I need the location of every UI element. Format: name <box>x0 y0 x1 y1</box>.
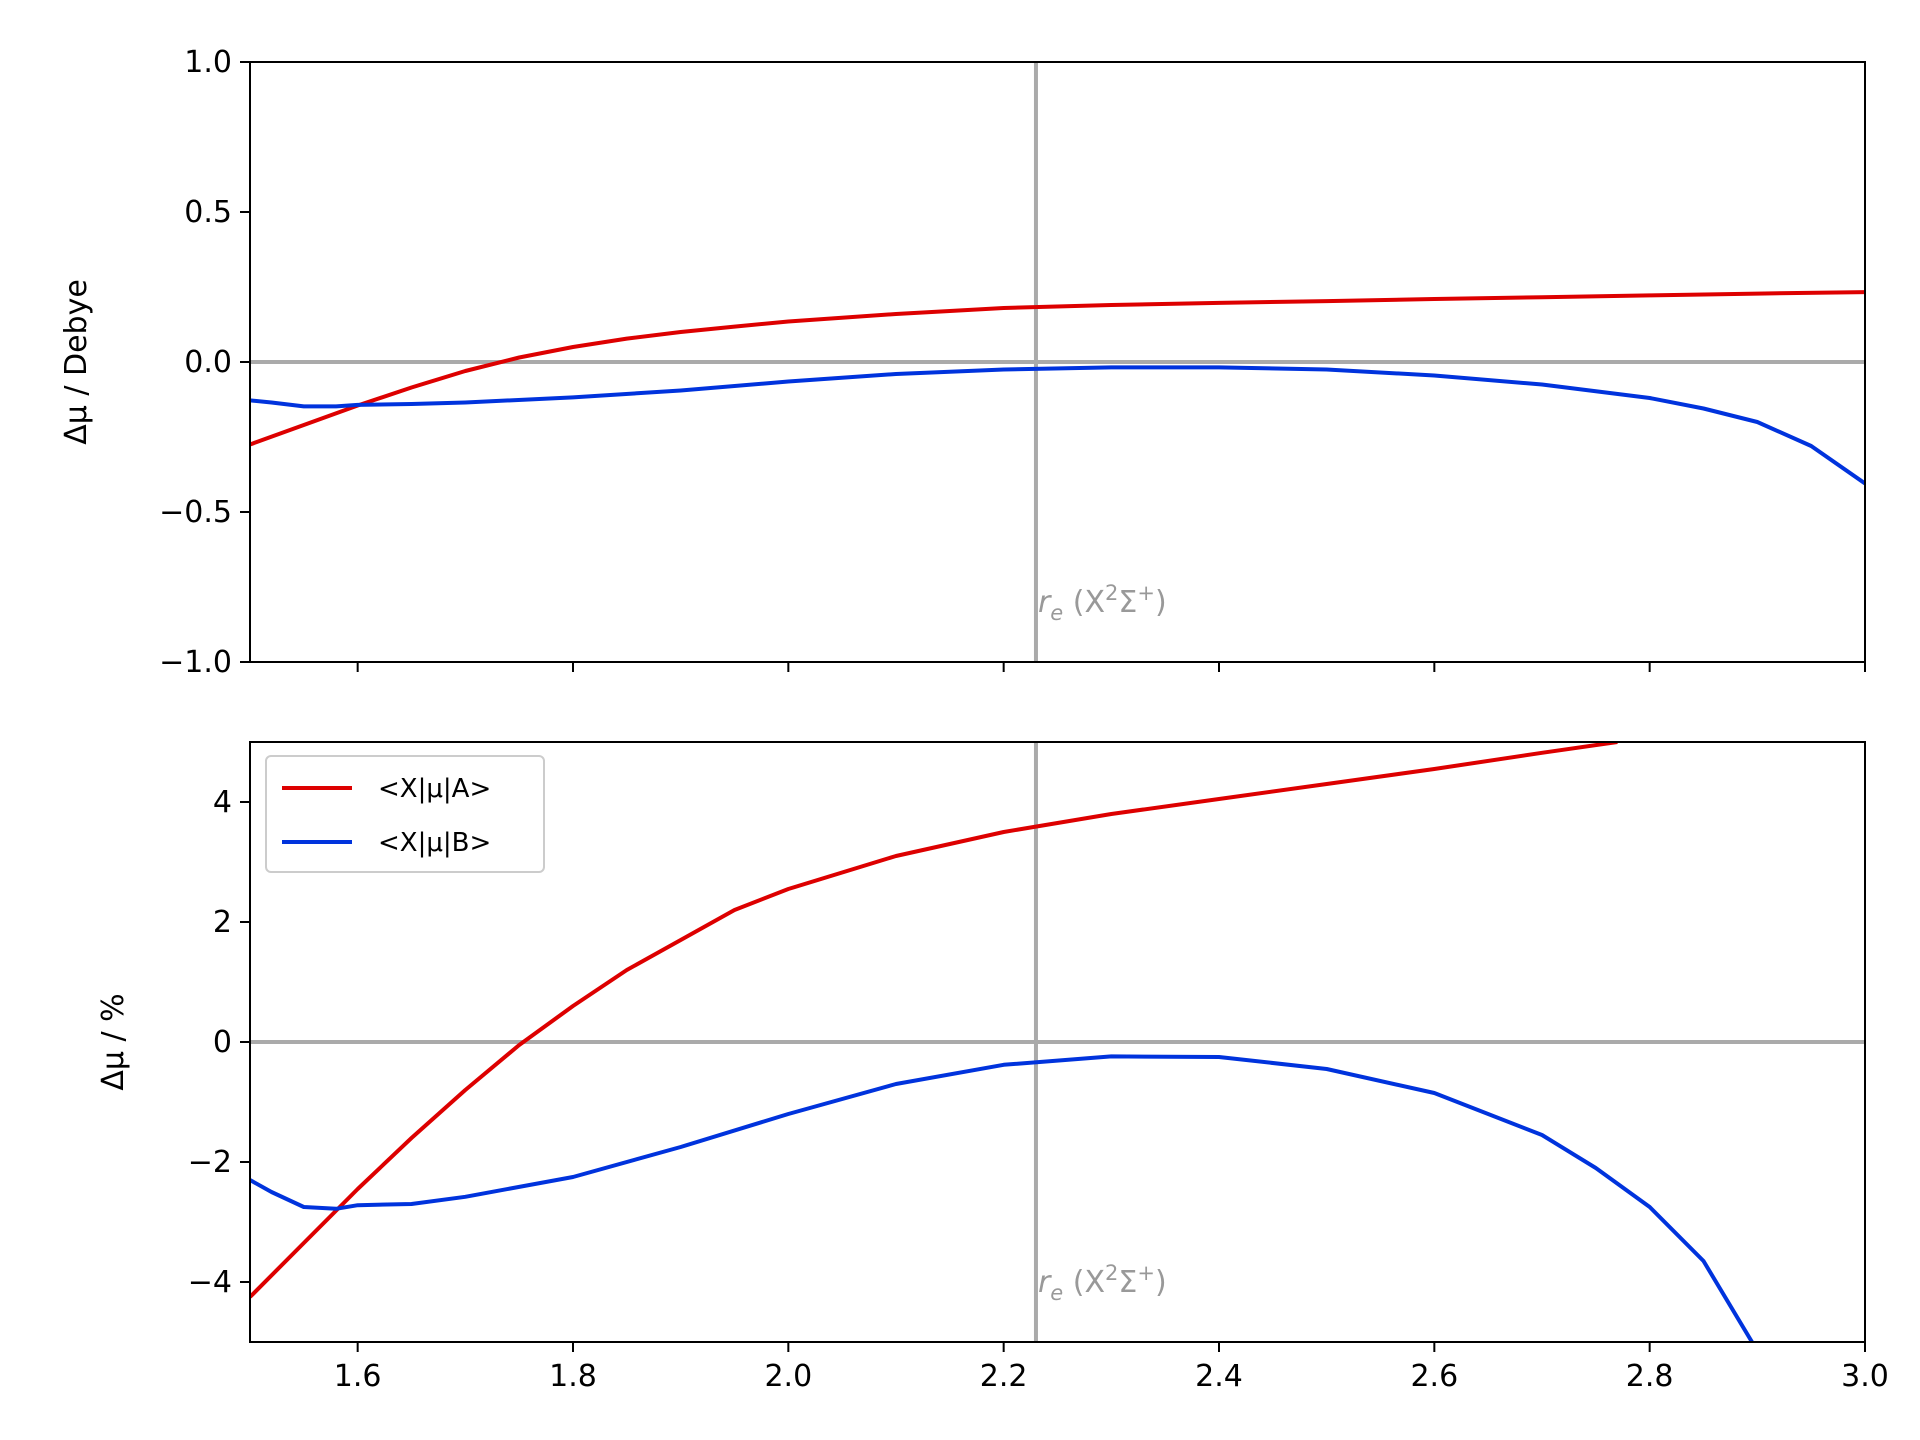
y-tick-label: 1.0 <box>184 45 232 80</box>
series-line-x-mu-b <box>250 365 1865 486</box>
series-line-x-mu-b <box>250 1054 1754 1342</box>
x-tick-label: 2.6 <box>1410 1359 1458 1394</box>
x-tick-label: 2.8 <box>1626 1359 1674 1394</box>
y-tick-label: −4 <box>188 1265 232 1300</box>
y-tick-label: −0.5 <box>159 495 232 530</box>
x-tick-label: 2.0 <box>764 1359 812 1394</box>
y-tick-label: 0.5 <box>184 195 232 230</box>
legend: <X|μ|A> <X|μ|B> <box>265 755 545 873</box>
x-tick-label: 1.6 <box>334 1359 382 1394</box>
y-tick-label: 2 <box>213 905 232 940</box>
y-tick-label: −2 <box>188 1145 232 1180</box>
re-annotation: re (X2Σ+) <box>1038 1261 1167 1305</box>
series-line-x-mu-a <box>250 742 1618 1299</box>
re-annotation: re (X2Σ+) <box>1038 581 1167 625</box>
y-axis-label: Δμ / Debye <box>59 279 94 445</box>
x-tick-label: 2.4 <box>1195 1359 1243 1394</box>
x-tick-label: 2.2 <box>980 1359 1028 1394</box>
x-tick-label: 3.0 <box>1841 1359 1889 1394</box>
y-tick-label: 4 <box>213 785 232 820</box>
lower-panel-dipole-percent: re (X2Σ+) −4 −2 0 2 4 1.6 1.8 2.0 2.2 2.4 2.6 2.8 3.0… <box>96 741 1889 1394</box>
upper-panel-dipole-debye: re (X2Σ+) −1.0 −0.5 0.0 0.5 1.0 Δμ / Debye <box>59 45 1866 680</box>
y-tick-label: −1.0 <box>159 645 232 680</box>
legend-entry-label: <X|μ|B> <box>378 828 491 858</box>
y-tick-label: 0.0 <box>184 345 232 380</box>
y-axis-label: Δμ / % <box>96 993 131 1090</box>
series-line-x-mu-a <box>250 290 1865 447</box>
x-tick-label: 1.8 <box>549 1359 597 1394</box>
y-tick-label: 0 <box>213 1025 232 1060</box>
legend-entry-label: <X|μ|A> <box>378 774 491 804</box>
